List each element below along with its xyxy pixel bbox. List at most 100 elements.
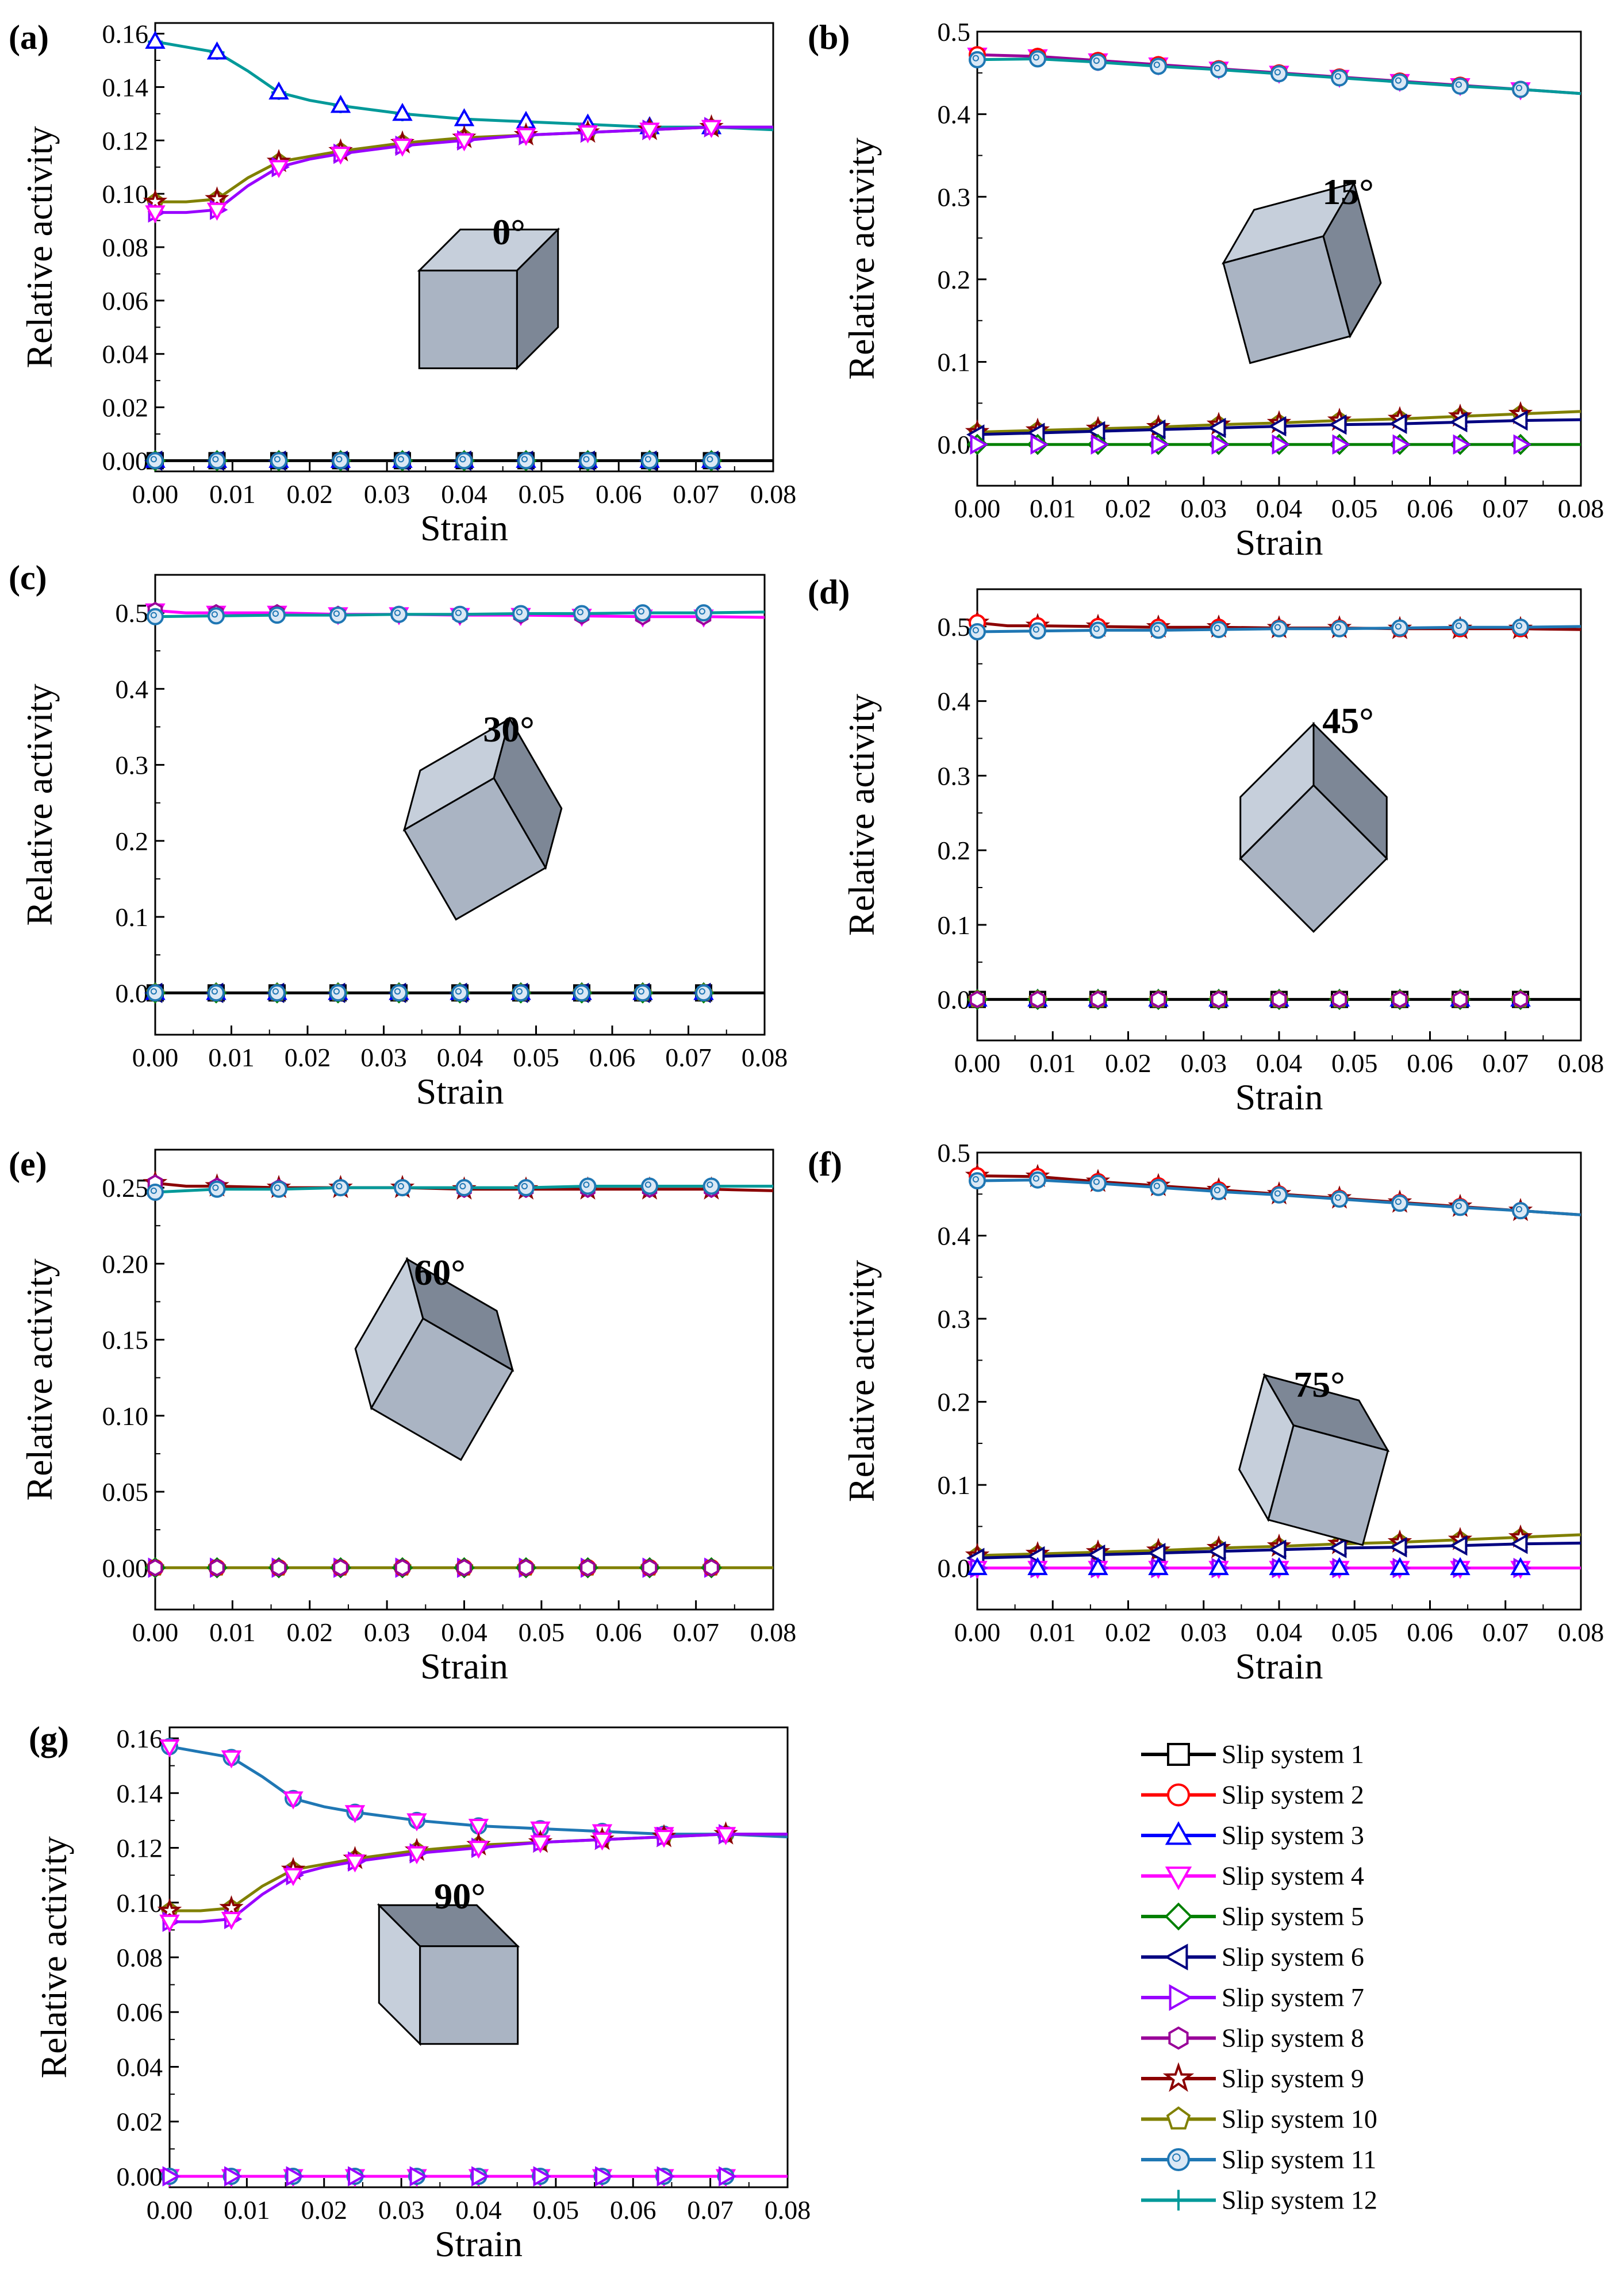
data-point-s8: [271, 1558, 287, 1577]
x-tick-label: 0.04: [441, 1618, 487, 1647]
legend-label: Slip system 8: [1222, 2023, 1364, 2053]
y-tick-label: 0.2: [938, 265, 971, 294]
data-point-s11-inner: [1395, 77, 1402, 84]
data-point-s11-inner: [1153, 62, 1160, 68]
y-tick-label: 0.16: [102, 20, 149, 49]
data-point-s8: [394, 1558, 410, 1577]
data-point-s11-inner: [521, 1182, 528, 1190]
legend-marker: [1164, 1944, 1188, 1971]
x-tick-label: 0.00: [132, 1043, 179, 1072]
data-point-s11-inner: [1455, 623, 1462, 629]
y-tick-label: 0.0: [938, 430, 971, 459]
data-point-s11-inner: [336, 456, 343, 463]
data-point-s11-inner: [1214, 1186, 1220, 1193]
panel-label: (e): [9, 1145, 47, 1183]
x-tick-label: 0.02: [285, 1043, 331, 1072]
cube-3: [402, 716, 563, 921]
panel-label: (a): [9, 18, 49, 56]
x-tick-label: 0.00: [954, 494, 1001, 523]
cube-7-front-face: [419, 1945, 519, 2045]
data-point-s11-inner: [272, 988, 279, 995]
panel-label: (c): [9, 559, 47, 597]
data-point-s6: [1449, 1535, 1468, 1556]
data-point-s11-inner: [707, 1181, 713, 1188]
x-tick-label: 0.02: [1105, 1618, 1151, 1647]
legend-marker: [1167, 2148, 1190, 2171]
y-tick-label: 0.14: [102, 72, 149, 102]
cube-2: [1221, 180, 1382, 364]
x-tick-label: 0.04: [437, 1043, 483, 1072]
y-tick-label: 0.10: [102, 179, 149, 209]
legend-label: Slip system 5: [1222, 1902, 1364, 1931]
y-axis-title: Relative activity: [19, 1258, 60, 1500]
x-tick-label: 0.08: [1558, 1049, 1604, 1078]
legend-label: Slip system 4: [1222, 1861, 1364, 1891]
y-tick-label: 0.5: [938, 1138, 971, 1167]
data-point-s6: [1268, 1539, 1287, 1560]
data-point-s3: [1510, 1557, 1531, 1576]
data-point-s4: [145, 205, 166, 224]
data-point-s11-inner: [211, 988, 218, 995]
y-tick-label: 0.00: [117, 2162, 163, 2191]
data-point-s3: [1208, 1557, 1229, 1576]
angle-label: 30°: [483, 709, 535, 750]
data-point-s11-inner: [516, 988, 523, 995]
y-tick-label: 0.08: [102, 233, 149, 262]
y-tick-label: 0.15: [102, 1326, 149, 1355]
x-tick-label: 0.00: [954, 1618, 1001, 1647]
x-tick-label: 0.04: [1256, 1618, 1303, 1647]
data-point-s9: [219, 1895, 244, 1919]
data-point-s4: [516, 128, 536, 147]
data-point-s8: [1211, 990, 1227, 1008]
data-point-s4: [283, 1868, 304, 1887]
panel-c: 0.00 0.01 0.02 0.03 0.04 0.05 0.06 0.07 0.08 0.0 0…: [9, 559, 788, 1112]
x-tick-label: 0.08: [765, 2195, 811, 2225]
data-point-s8: [1090, 990, 1106, 1008]
data-point-s7: [1453, 434, 1472, 455]
panel-f: 0.00 0.01 0.02 0.03 0.04 0.05 0.06 0.07 0.08 0.0 0…: [808, 1138, 1604, 1687]
data-point-s7: [595, 2166, 613, 2187]
data-point-s11-inner: [1153, 625, 1160, 632]
data-point-s6: [1509, 410, 1528, 431]
legend-entry-10: Slip system 10: [1141, 2104, 1377, 2134]
data-point-s11-inner: [397, 1182, 404, 1190]
y-tick-label: 0.3: [938, 182, 971, 212]
y-tick-label: 0.0: [938, 985, 971, 1015]
data-point-s11-inner: [1274, 69, 1281, 76]
x-axis-title: Strain: [1235, 1077, 1323, 1117]
y-tick-label: 0.2: [938, 1388, 971, 1417]
panel-d: 0.00 0.01 0.02 0.03 0.04 0.05 0.06 0.07 0.08 0.0 0…: [808, 573, 1604, 1117]
data-point-s3: [1148, 1557, 1169, 1576]
x-tick-label: 0.07: [1483, 1049, 1529, 1078]
data-point-s8: [209, 1558, 225, 1577]
y-tick-label: 0.10: [102, 1401, 149, 1431]
y-tick-label: 0.1: [938, 911, 971, 940]
data-point-s11-inner: [698, 608, 705, 615]
legend-marker-inner: [1172, 2153, 1181, 2162]
legend-marker: [1169, 1984, 1193, 2011]
data-point-s11-inner: [1093, 625, 1100, 632]
y-axis-title: Relative activity: [19, 126, 60, 368]
x-tick-label: 0.08: [1558, 494, 1604, 523]
y-tick-label: 0.4: [938, 100, 971, 129]
data-point-s11-inner: [272, 610, 279, 617]
y-tick-label: 0.3: [938, 761, 971, 790]
panel-a: 0.00 0.01 0.02 0.03 0.04 0.05 0.06 0.07 0.08 0.00…: [9, 18, 796, 548]
x-tick-label: 0.07: [1483, 494, 1529, 523]
y-tick-label: 0.12: [102, 126, 149, 155]
data-point-s11-inner: [521, 456, 528, 463]
x-axis-title: Strain: [1235, 1646, 1323, 1687]
data-point-s7: [1151, 434, 1170, 455]
x-tick-label: 0.03: [1181, 1049, 1227, 1078]
data-point-s7: [719, 2166, 737, 2187]
legend-marker: [1164, 1902, 1193, 1931]
legend-entry-8: Slip system 8: [1141, 2023, 1364, 2053]
x-tick-label: 0.05: [1331, 494, 1378, 523]
data-point-s11-inner: [707, 456, 713, 463]
data-point-s11-inner: [150, 1187, 157, 1194]
legend-label: Slip system 6: [1222, 1942, 1364, 1972]
y-tick-label: 0.12: [117, 1834, 163, 1863]
data-point-s11-inner: [394, 609, 401, 616]
legend-marker: [1168, 2190, 1189, 2211]
data-point-s7: [1091, 434, 1109, 455]
